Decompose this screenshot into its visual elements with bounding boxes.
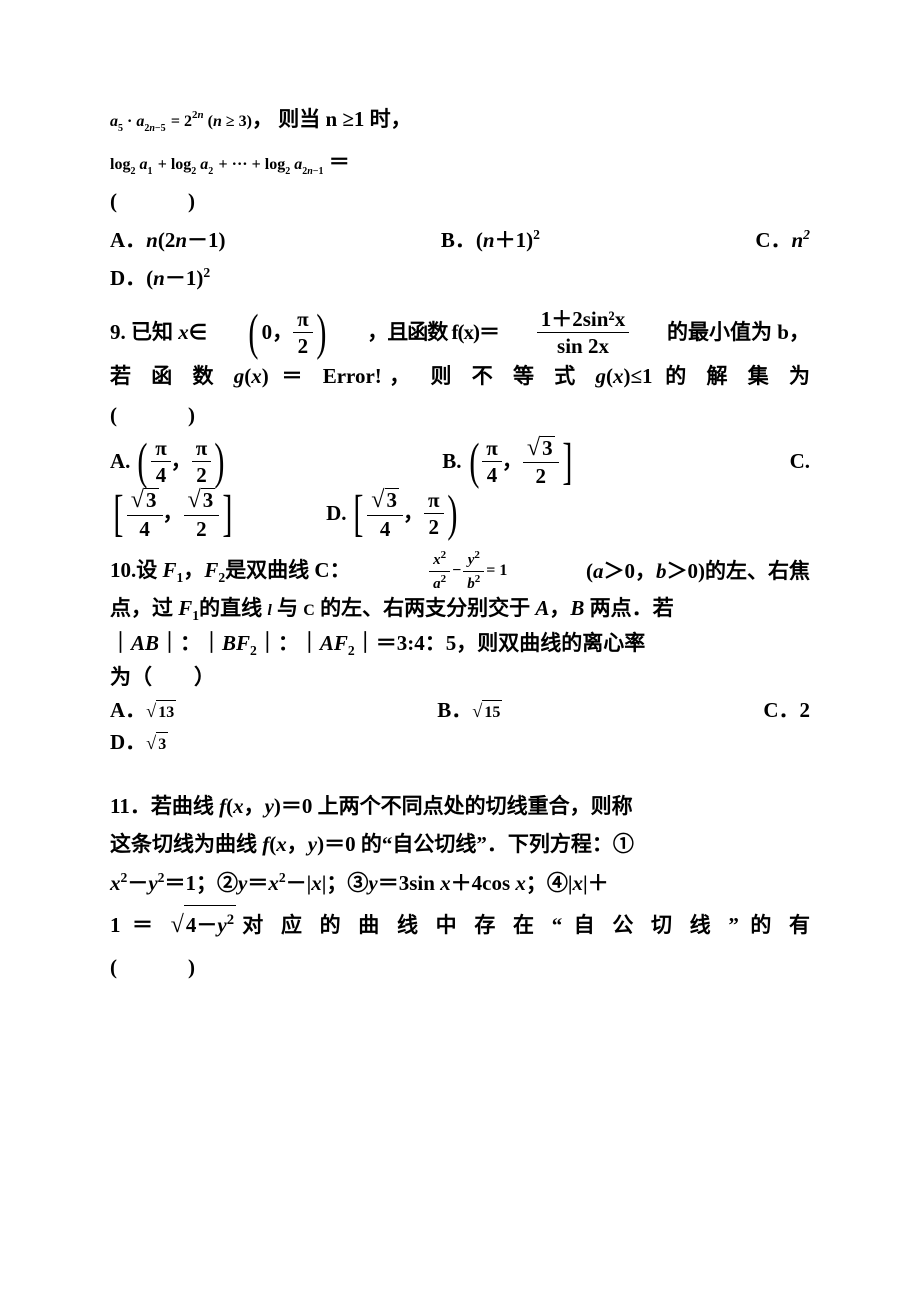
q9-tail: 的最小值为 b， bbox=[667, 313, 810, 352]
q9-frac: 1＋2sin²x sin 2x bbox=[537, 308, 629, 357]
q8-paren: ( ) bbox=[110, 182, 810, 221]
q11-l4: 1 ＝ √4－y2对 应 的 曲 线 中 存 在 “ 自 公 切 线 ” 的 有 bbox=[110, 903, 810, 948]
q10-line4: 为（ ） bbox=[110, 661, 810, 694]
q9-line2: 若 函 数 g(x) ＝ Error!， 则 不 等 式 g(x)≤1 的 解 … bbox=[110, 357, 810, 396]
q9-options-1: A. ( π4 ， π2 ) B. ( π4 ， √32 ] C. bbox=[110, 435, 810, 487]
q10-opt-d: D．√3 bbox=[110, 726, 810, 759]
q10-options-1: A．√13 B．√15 C．2 bbox=[110, 694, 810, 727]
question-10: 10.设 F1，F2是双曲线 C： x2a2 − y2b2 = 1 (a＞0，b… bbox=[110, 550, 810, 759]
q8-options-1: A．n(2n－1) B．(n＋1)2 C．n2 bbox=[110, 221, 810, 260]
q10-opt-c: C．2 bbox=[763, 694, 810, 727]
q8-given: a5 · a2n−5 = 22n (n ≥ 3)， 则当 n ≥1 时， bbox=[110, 100, 810, 139]
q9-opt-b: B. ( π4 ， √32 ] bbox=[442, 435, 575, 487]
q10-opt-a: A．√13 bbox=[110, 694, 176, 727]
q10-line2: 点，过 F1的直线 l 与 C 的左、右两支分别交于 A，B 两点．若 bbox=[110, 592, 810, 626]
q9-opt-c-label: C. bbox=[790, 442, 810, 481]
q8-opt-b: B．(n＋1)2 bbox=[441, 221, 540, 260]
q10-line1: 10.设 F1，F2是双曲线 C： x2a2 − y2b2 = 1 (a＞0，b… bbox=[110, 550, 810, 593]
q9-opt-a: A. ( π4 ， π2 ) bbox=[110, 437, 228, 486]
q9-line1: 9. 已知 x∈ ( 0， π2 ) ，且函数 f(x)＝ 1＋2sin²x s… bbox=[110, 308, 810, 357]
q11-paren: ( ) bbox=[110, 948, 810, 987]
q9-interval-0: 0， bbox=[262, 313, 294, 352]
question-8: a5 · a2n−5 = 22n (n ≥ 3)， 则当 n ≥1 时， log… bbox=[110, 100, 810, 298]
q10-opt-b: B．√15 bbox=[437, 694, 502, 727]
q11-l3: x2－y2＝1；②y＝x2－|x|；③y＝3sin x＋4cos x；④|x|＋ bbox=[110, 864, 810, 903]
q9-opt-d: D. [ √34 ， π2 ) bbox=[326, 487, 460, 539]
q8-then: 则当 n ≥1 时， bbox=[278, 107, 411, 131]
question-11: 11．若曲线 f(x，y)＝0 上两个不同点处的切线重合，则称 这条切线为曲线 … bbox=[110, 787, 810, 987]
q9-pi2: π2 bbox=[293, 308, 313, 357]
q10-line3: ｜AB｜：｜BF2｜：｜AF2｜＝3:4：5，则双曲线的离心率 bbox=[110, 627, 810, 661]
q9-mid: ，且函数 f(x)＝ bbox=[367, 313, 499, 352]
q9-options-2: [ √34 ， √32 ] D. [ √34 ， π2 ) bbox=[110, 487, 810, 539]
q8-opt-d: D．(n－1)2 bbox=[110, 259, 810, 298]
q8-opt-c: C．n2 bbox=[755, 221, 810, 260]
q9-paren: ( ) bbox=[110, 396, 810, 435]
question-9: 9. 已知 x∈ ( 0， π2 ) ，且函数 f(x)＝ 1＋2sin²x s… bbox=[110, 308, 810, 540]
q8-logsum: log2 a1 + log2 a2 + ··· + log2 a2n−1 ＝ bbox=[110, 143, 810, 182]
page: { "colors": { "text": "#000000", "backgr… bbox=[0, 0, 920, 1302]
q8-opt-a: A．n(2n－1) bbox=[110, 221, 226, 260]
q10-hyperbola: x2a2 − y2b2 = 1 bbox=[429, 550, 507, 593]
q9-opt-c: [ √34 ， √32 ] bbox=[110, 487, 236, 539]
q11-l2: 这条切线为曲线 f(x，y)＝0 的“自公切线”．下列方程：① bbox=[110, 825, 810, 864]
q11-l1: 11．若曲线 f(x，y)＝0 上两个不同点处的切线重合，则称 bbox=[110, 787, 810, 826]
